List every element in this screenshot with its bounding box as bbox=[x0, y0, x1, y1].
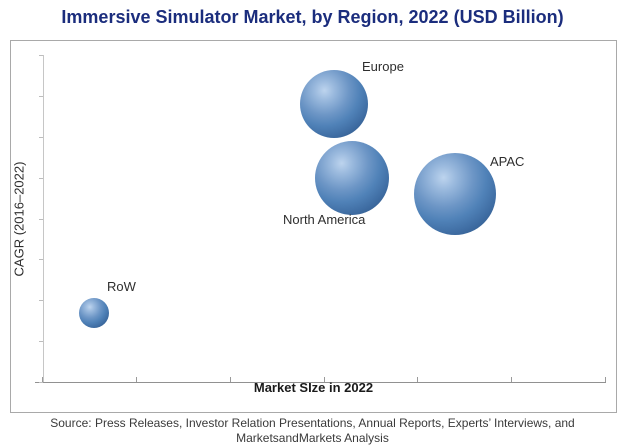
y-axis-tick bbox=[39, 300, 43, 302]
x-axis-tick bbox=[323, 377, 325, 382]
bubble-label-europe: Europe bbox=[362, 59, 404, 74]
bubble-row bbox=[79, 298, 109, 328]
y-axis-tick bbox=[39, 218, 43, 220]
x-axis-tick bbox=[42, 377, 43, 382]
x-axis-tick bbox=[605, 377, 606, 382]
y-axis-tick bbox=[39, 55, 43, 56]
x-axis-tick bbox=[417, 377, 419, 382]
source-line-1: Source: Press Releases, Investor Relatio… bbox=[50, 416, 575, 430]
y-axis-tick bbox=[39, 136, 43, 138]
x-axis-line bbox=[35, 382, 606, 383]
chart-area: Europe North America APAC RoW CAGR (2016–20… bbox=[10, 40, 617, 413]
chart-title: Immersive Simulator Market, by Region, 2… bbox=[61, 7, 564, 27]
y-axis-tick bbox=[39, 259, 43, 261]
bubble-apac bbox=[414, 153, 496, 235]
y-axis-tick bbox=[39, 177, 43, 179]
source-note: Source: Press Releases, Investor Relatio… bbox=[0, 416, 625, 446]
x-axis-tick bbox=[229, 377, 231, 382]
y-axis-tick bbox=[39, 95, 43, 97]
source-line-2: MarketsandMarkets Analysis bbox=[236, 431, 389, 445]
bubble-europe bbox=[300, 70, 368, 138]
y-axis-label: CAGR (2016–2022) bbox=[11, 161, 27, 277]
bubble-label-apac: APAC bbox=[490, 154, 525, 169]
x-axis-label: Market SIze in 2022 bbox=[253, 380, 374, 395]
y-axis-tick bbox=[39, 382, 43, 383]
x-axis-tick bbox=[511, 377, 513, 382]
bubble-north-america bbox=[315, 141, 389, 215]
x-axis-tick bbox=[135, 377, 137, 382]
y-axis-tick bbox=[39, 341, 43, 343]
bubble-label-north-america: North America bbox=[283, 212, 366, 227]
bubble-label-row: RoW bbox=[107, 279, 136, 294]
plot-area: Europe North America APAC RoW bbox=[11, 41, 616, 412]
y-axis-line bbox=[43, 55, 44, 382]
